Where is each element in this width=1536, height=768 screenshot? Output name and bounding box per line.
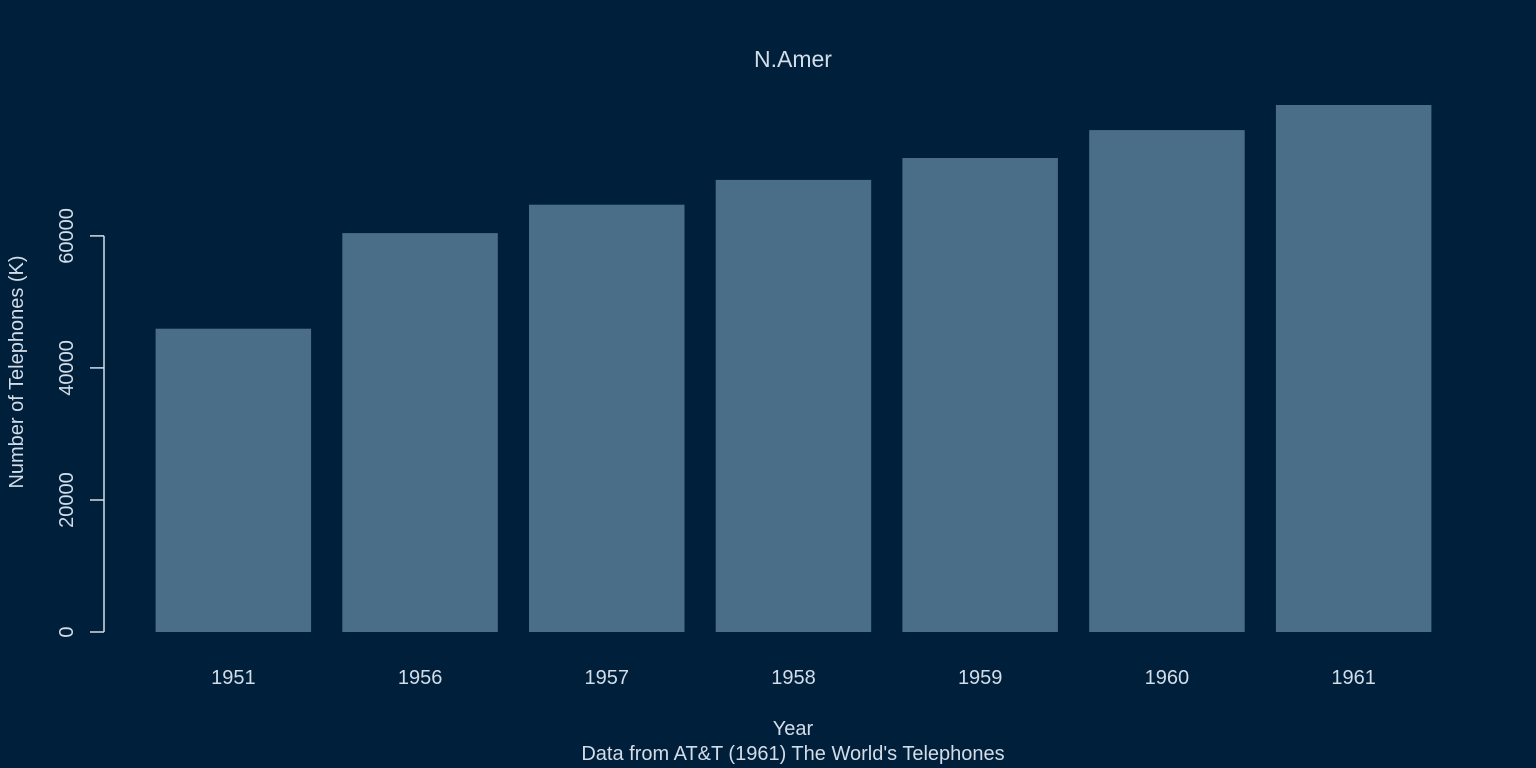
- x-tick-labels: 1951 1956 1957 1958 1959 1960 1961: [211, 667, 1376, 689]
- x-tick-label-1957: 1957: [585, 667, 630, 689]
- bar-1956: [342, 233, 498, 632]
- bars-group: [155, 105, 1432, 632]
- y-tick-label: 20000: [56, 472, 78, 528]
- x-tick-label-1959: 1959: [958, 667, 1003, 689]
- bar-1960: [1089, 130, 1245, 632]
- bar-1958: [715, 179, 872, 632]
- y-tick-label: 0: [56, 626, 78, 637]
- bar-1961: [1275, 105, 1432, 632]
- y-axis-label: Number of Telephones (K): [6, 255, 28, 488]
- x-tick-label-1958: 1958: [771, 667, 816, 689]
- bar-1957: [529, 204, 685, 632]
- y-axis: 0 20000 40000 60000: [56, 208, 105, 638]
- x-tick-label-1951: 1951: [211, 667, 256, 689]
- bar-1959: [902, 158, 1058, 632]
- chart-caption: Data from AT&T (1961) The World's Teleph…: [581, 743, 1004, 765]
- x-tick-label-1961: 1961: [1331, 667, 1376, 689]
- y-tick-label: 60000: [56, 208, 78, 264]
- x-tick-label-1960: 1960: [1145, 667, 1190, 689]
- x-tick-label-1956: 1956: [398, 667, 443, 689]
- bar-1951: [155, 328, 312, 632]
- y-tick-label: 40000: [56, 340, 78, 396]
- chart-title: N.Amer: [754, 46, 832, 72]
- x-axis-label: Year: [773, 718, 814, 740]
